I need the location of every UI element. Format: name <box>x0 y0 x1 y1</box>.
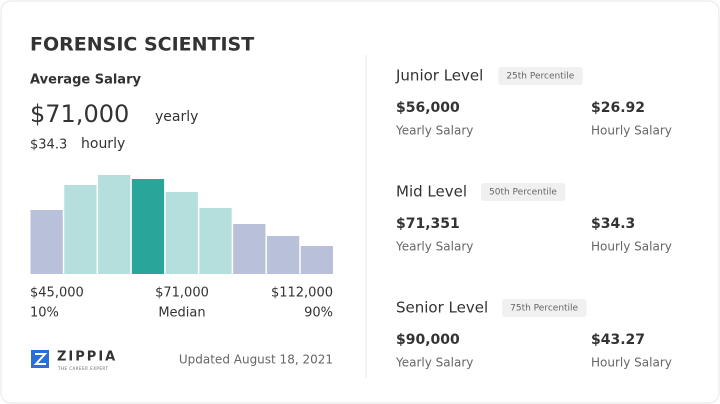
low-salary: $45,000 <box>30 286 84 301</box>
job-title: FORENSIC SCIENTIST <box>30 34 254 56</box>
hourly-salary: $26.92 <box>591 100 645 116</box>
percentile-label: 25th Percentile <box>506 72 574 82</box>
level-name: Junior Level <box>395 67 483 85</box>
bar <box>199 208 232 274</box>
bar <box>266 236 300 274</box>
percentile-label: 75th Percentile <box>510 304 578 314</box>
percentile-badge <box>502 299 587 317</box>
low-percentile: 10% <box>30 306 59 321</box>
average-label: Average Salary <box>30 73 141 88</box>
hourly-label: Hourly Salary <box>591 356 672 370</box>
bar <box>30 210 63 274</box>
average-hourly: $34.3 <box>30 138 67 153</box>
yearly-unit: yearly <box>155 109 198 125</box>
median-label: Median <box>158 306 205 321</box>
yearly-label: Yearly Salary <box>395 240 473 254</box>
percentile-badge <box>498 67 583 85</box>
bar <box>300 246 333 274</box>
yearly-salary: $90,000 <box>396 332 460 348</box>
bar <box>165 192 198 274</box>
yearly-salary: $71,351 <box>396 216 460 232</box>
bar <box>233 224 266 274</box>
salary-distribution <box>30 175 333 274</box>
hourly-label: Hourly Salary <box>591 240 672 254</box>
hourly-salary: $34.3 <box>591 216 635 232</box>
bar <box>131 179 165 274</box>
average-yearly: $71,000 <box>30 100 129 128</box>
yearly-salary: $56,000 <box>396 100 460 116</box>
hourly-label: Hourly Salary <box>591 124 672 138</box>
bar <box>64 185 97 274</box>
high-salary: $112,000 <box>271 286 333 301</box>
hourly-unit: hourly <box>81 136 125 152</box>
brand-tagline: THE CAREER EXPERT <box>57 366 108 371</box>
bar <box>98 175 131 274</box>
percentile-badge <box>481 183 566 201</box>
logo: ZIPPIA THE CAREER EXPERT <box>31 350 117 371</box>
hourly-salary: $43.27 <box>591 332 645 348</box>
median-salary: $71,000 <box>155 286 209 301</box>
yearly-label: Yearly Salary <box>395 124 473 138</box>
level-name: Mid Level <box>396 183 467 201</box>
brand-name: ZIPPIA <box>57 350 117 365</box>
yearly-label: Yearly Salary <box>395 356 473 370</box>
logo-z <box>33 353 48 365</box>
updated-date: Updated August 18, 2021 <box>179 353 333 367</box>
level-name: Senior Level <box>396 299 488 317</box>
percentile-label: 50th Percentile <box>489 188 557 198</box>
high-percentile: 90% <box>304 306 333 321</box>
